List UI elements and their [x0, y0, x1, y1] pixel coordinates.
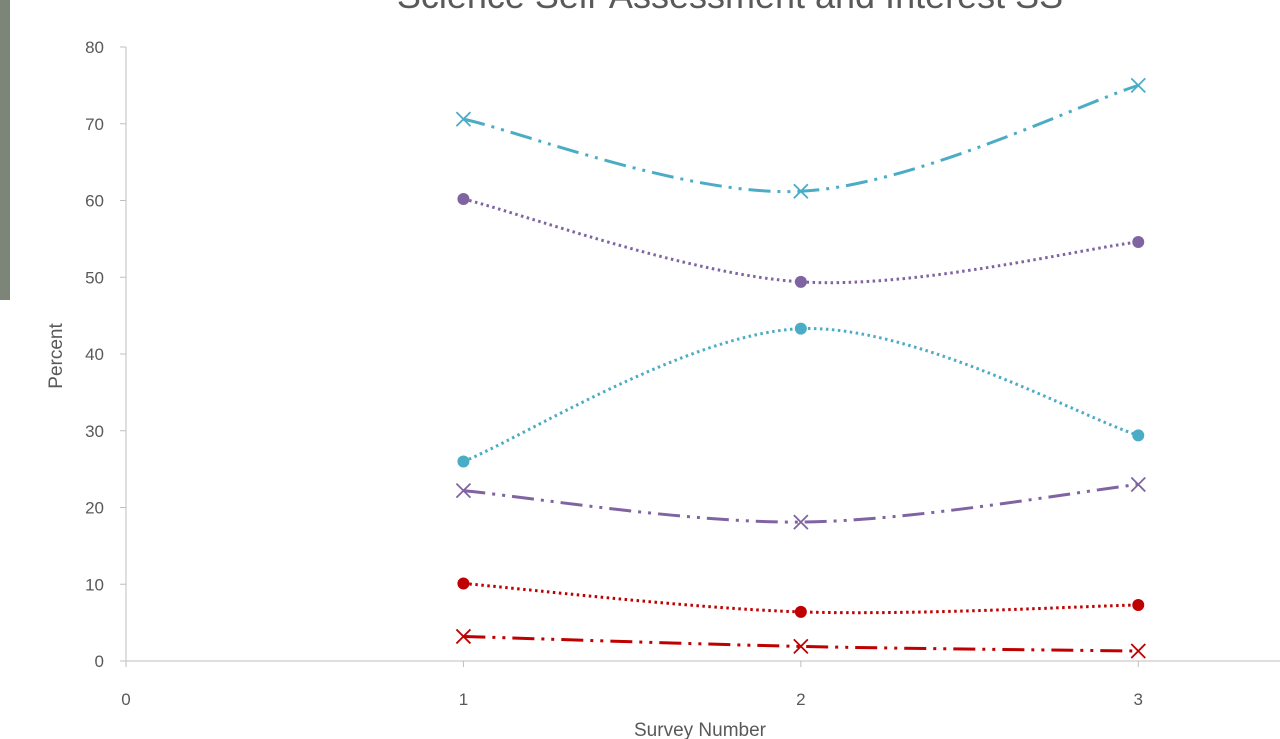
y-tick-label: 70 — [85, 115, 104, 134]
marker — [793, 514, 809, 530]
marker — [457, 455, 470, 468]
series-line — [463, 581, 1139, 615]
marker — [457, 192, 470, 205]
x-tick-label: 2 — [796, 690, 805, 709]
chart-title: Science Self-Assessment and Interest SS — [397, 0, 1063, 16]
marker — [1132, 429, 1145, 442]
marker — [1130, 643, 1146, 659]
background-photo-edge — [0, 0, 10, 300]
series-line — [462, 327, 1139, 463]
y-axis-label: Percent — [46, 323, 67, 389]
marker — [1130, 77, 1146, 94]
x-axis-label: Survey Number — [634, 720, 767, 739]
marker — [455, 482, 472, 499]
x-tick-label: 1 — [459, 690, 468, 709]
marker — [455, 628, 472, 645]
series-line — [463, 482, 1139, 524]
x-tick-label: 3 — [1134, 690, 1143, 709]
y-tick-label: 30 — [85, 422, 104, 441]
marker — [455, 111, 472, 127]
marker — [793, 183, 809, 199]
marker — [794, 275, 807, 288]
marker — [457, 577, 470, 590]
y-tick-label: 10 — [85, 575, 104, 594]
y-tick-label: 20 — [85, 499, 104, 518]
y-tick-label: 60 — [85, 192, 104, 211]
marker — [794, 605, 807, 618]
marker — [793, 638, 809, 655]
y-tick-label: 80 — [85, 38, 104, 57]
marker — [1130, 476, 1146, 493]
marker — [1132, 598, 1145, 611]
y-tick-label: 50 — [85, 268, 104, 287]
series-line — [463, 83, 1139, 194]
marker — [1132, 235, 1145, 248]
y-tick-label: 40 — [85, 345, 104, 364]
series-line — [463, 634, 1139, 653]
marker — [794, 322, 807, 335]
series-line — [463, 197, 1139, 285]
x-tick-label: 0 — [121, 690, 130, 709]
y-tick-label: 0 — [95, 652, 104, 671]
